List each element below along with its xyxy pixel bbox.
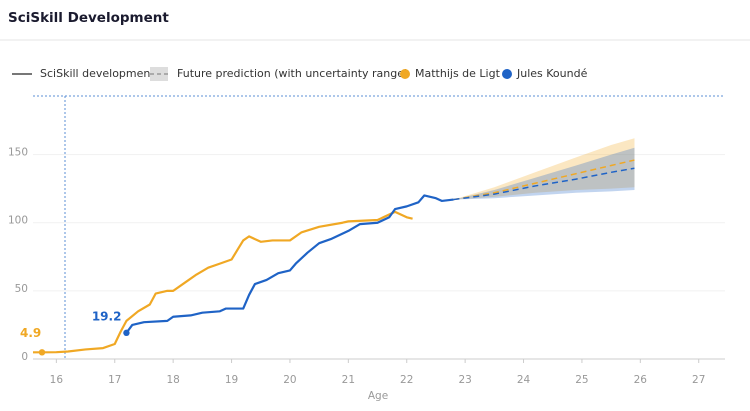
start-label: 19.2: [92, 309, 122, 323]
legend-label: Future prediction (with uncertainty rang…: [177, 67, 408, 80]
legend-label: SciSkill development: [40, 67, 155, 80]
y-tick-label: 50: [15, 283, 28, 295]
x-tick-label: 18: [166, 374, 179, 386]
x-tick-label: 17: [108, 374, 121, 386]
x-axis-label: Age: [368, 390, 388, 402]
x-tick-label: 24: [517, 374, 531, 386]
legend-label: Jules Koundé: [516, 67, 588, 80]
x-tick-label: 19: [225, 374, 238, 386]
uncertainty-band: [453, 138, 635, 200]
x-tick-label: 20: [283, 374, 296, 386]
x-tick-label: 22: [400, 374, 413, 386]
x-tick-label: 26: [634, 374, 648, 386]
legend-dot: [502, 69, 512, 79]
chart-title: SciSkill Development: [8, 10, 169, 26]
y-tick-label: 0: [21, 351, 28, 363]
legend-dot: [400, 69, 410, 79]
y-tick-label: 150: [8, 147, 28, 159]
x-tick-label: 21: [342, 374, 355, 386]
series-line: [125, 194, 454, 334]
x-tick-label: 27: [692, 374, 705, 386]
series-line: [33, 210, 413, 354]
y-tick-label: 100: [8, 215, 28, 227]
x-tick-label: 25: [575, 374, 588, 386]
x-tick-label: 16: [50, 374, 64, 386]
start-label: 4.9: [20, 326, 41, 340]
x-tick-label: 23: [458, 374, 471, 386]
forecast-line: [453, 159, 635, 201]
uncertainty-band: [453, 147, 635, 200]
forecast-line: [453, 167, 635, 201]
legend-label: Matthijs de Ligt: [415, 67, 501, 80]
start-point: [38, 349, 46, 356]
start-point: [123, 329, 130, 337]
